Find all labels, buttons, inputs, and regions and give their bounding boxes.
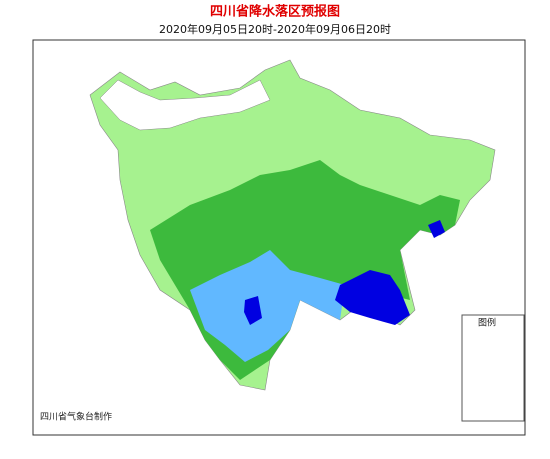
heavy-rain-area [190, 250, 345, 362]
credit: 四川省气象台制作 [40, 411, 112, 423]
precip-areas [89, 59, 496, 391]
subtitle: 2020年09月05日20时-2020年09月06日20时 [159, 22, 391, 36]
legend-title: 图例 [478, 317, 496, 329]
legend-box [461, 314, 525, 422]
title: 四川省降水落区预报图 [210, 4, 340, 20]
rainstorm-area [244, 220, 445, 325]
no-rain-area [99, 79, 271, 131]
